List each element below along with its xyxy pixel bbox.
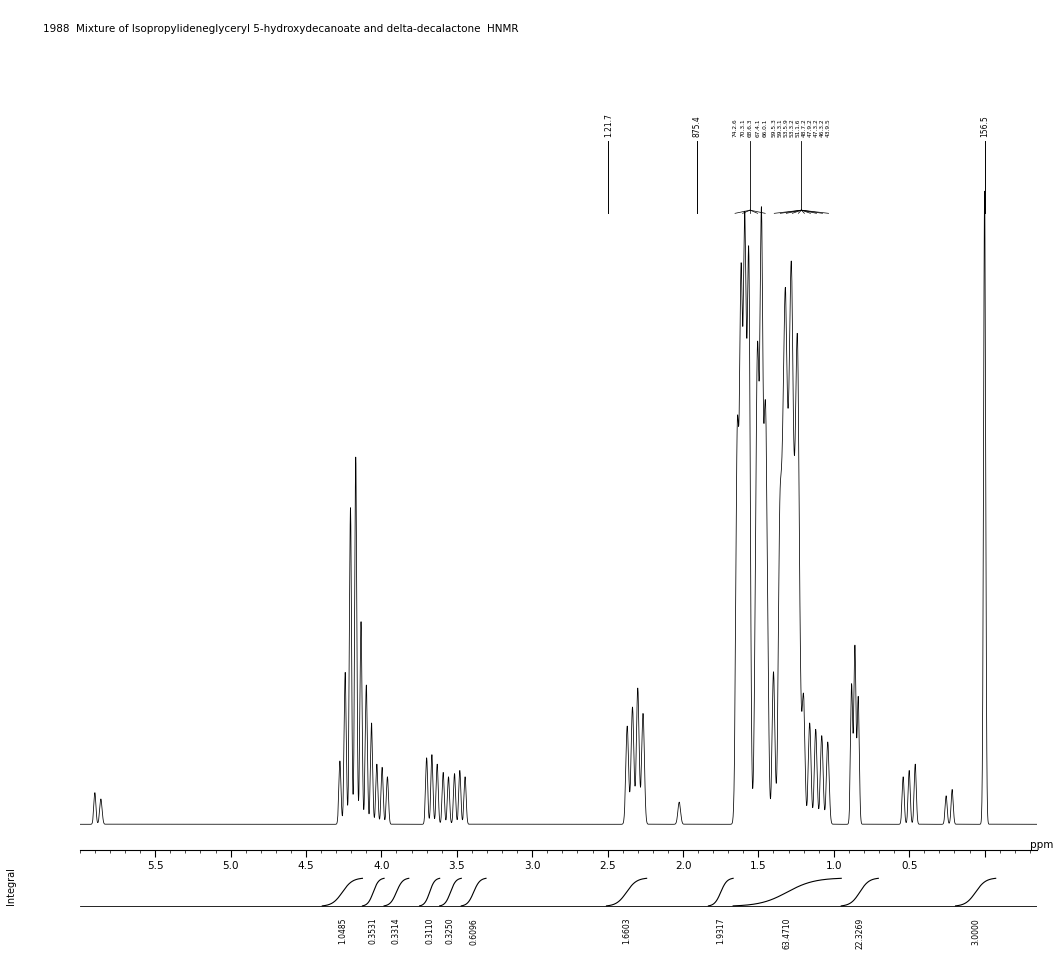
Text: 63.4710: 63.4710 [783, 918, 792, 949]
Text: 1988  Mixture of Isopropylideneglyceryl 5-hydroxydecanoate and delta-decalactone: 1988 Mixture of Isopropylideneglyceryl 5… [43, 24, 518, 34]
Text: 53.3.2: 53.3.2 [789, 119, 795, 137]
Text: 43.9.5: 43.9.5 [826, 119, 831, 137]
Text: 156.5: 156.5 [980, 115, 990, 137]
Text: 0.3314: 0.3314 [392, 918, 401, 945]
Text: Integral: Integral [5, 867, 16, 904]
Text: 59.5.3: 59.5.3 [771, 119, 777, 137]
Text: 70.3.1: 70.3.1 [741, 119, 745, 137]
Text: 68.6.3: 68.6.3 [748, 119, 752, 137]
Text: 53.5.9: 53.5.9 [784, 119, 788, 137]
Text: 67.4.1: 67.4.1 [755, 119, 760, 137]
Text: 47.9.2: 47.9.2 [808, 119, 813, 137]
Text: 51.1.6: 51.1.6 [796, 119, 801, 137]
Text: 1.21.7: 1.21.7 [604, 113, 613, 137]
Text: 66.0.1: 66.0.1 [763, 119, 768, 137]
Text: 0.3110: 0.3110 [426, 918, 434, 945]
Text: 46.3.2: 46.3.2 [820, 119, 825, 137]
Text: 47.3.2: 47.3.2 [814, 119, 819, 137]
Text: 0.3250: 0.3250 [446, 918, 455, 945]
Text: 1.9317: 1.9317 [716, 918, 726, 945]
Text: 59.3.1: 59.3.1 [778, 119, 783, 137]
Text: 1.0485: 1.0485 [338, 918, 347, 945]
Text: 0.3531: 0.3531 [369, 918, 378, 945]
Text: 875.4: 875.4 [693, 115, 702, 137]
Text: 48.7.2: 48.7.2 [802, 119, 807, 137]
Text: ppm: ppm [1030, 840, 1053, 851]
Text: 74.2.6: 74.2.6 [732, 119, 737, 137]
Text: 0.6096: 0.6096 [469, 918, 478, 945]
Text: 3.0000: 3.0000 [971, 918, 980, 945]
Text: 22.3269: 22.3269 [855, 918, 864, 949]
Text: 1.6603: 1.6603 [622, 918, 631, 945]
